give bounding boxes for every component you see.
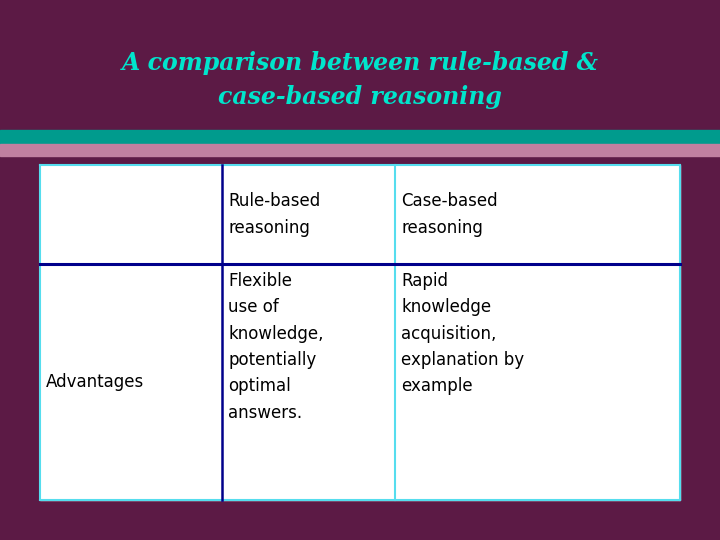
Text: Rule-based
reasoning: Rule-based reasoning [228,192,320,237]
Text: Rapid
knowledge
acquisition,
explanation by
example: Rapid knowledge acquisition, explanation… [401,272,524,395]
Text: Advantages: Advantages [46,373,144,391]
Text: Flexible
use of
knowledge,
potentially
optimal
answers.: Flexible use of knowledge, potentially o… [228,272,324,422]
Text: A comparison between rule-based &
case-based reasoning: A comparison between rule-based & case-b… [122,51,598,109]
Bar [40,165,680,500]
Bar [0,144,720,156]
Bar [0,130,720,144]
Text: Case-based
reasoning: Case-based reasoning [401,192,498,237]
